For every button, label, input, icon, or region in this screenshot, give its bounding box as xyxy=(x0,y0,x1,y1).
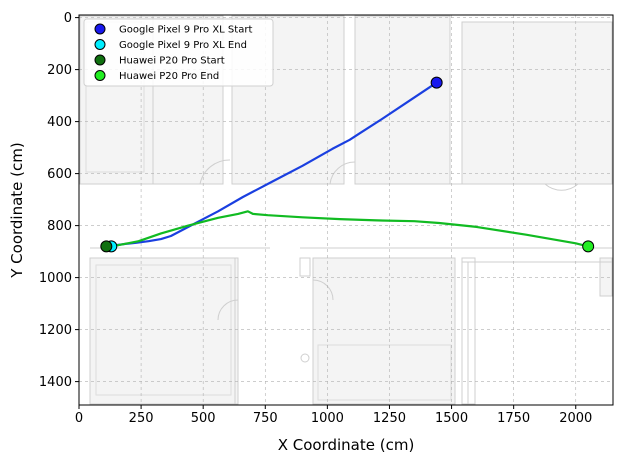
x-tick-label: 1250 xyxy=(373,411,406,426)
x-tick-label: 2000 xyxy=(559,411,592,426)
x-tick-label: 500 xyxy=(191,411,216,426)
marker-0 xyxy=(430,76,443,89)
marker-2 xyxy=(100,240,113,253)
legend-label-0: Google Pixel 9 Pro XL Start xyxy=(119,25,252,36)
x-tick-label: 0 xyxy=(75,411,83,426)
plot-frame xyxy=(78,14,614,406)
series-line-0 xyxy=(110,81,438,248)
y-tick-label: 1000 xyxy=(39,271,72,286)
legend-label-3: Huawei P20 Pro End xyxy=(119,71,219,82)
legend-marker-1 xyxy=(94,39,106,50)
y-tick-label: 1200 xyxy=(39,323,72,338)
series-lines xyxy=(105,81,590,248)
x-axis-title: X Coordinate (cm) xyxy=(278,436,415,454)
legend-label-1: Google Pixel 9 Pro XL End xyxy=(119,40,247,51)
x-tick-label: 250 xyxy=(129,411,154,426)
y-tick-label: 400 xyxy=(47,115,72,130)
legend: Google Pixel 9 Pro XL Start Google Pixel … xyxy=(83,18,274,87)
legend-marker-2 xyxy=(94,54,106,66)
y-tick-label: 200 xyxy=(47,63,72,78)
x-tick-label: 750 xyxy=(253,411,278,426)
legend-label-2: Huawei P20 Pro Start xyxy=(119,56,225,67)
x-tick-label: 1500 xyxy=(435,411,468,426)
x-axis-ticks: 0 250 500 750 1000 1250 1500 1750 2000 xyxy=(75,405,592,426)
grid xyxy=(79,15,613,405)
markers xyxy=(100,76,595,253)
marker-3 xyxy=(582,240,595,253)
y-tick-label: 600 xyxy=(47,167,72,182)
legend-box xyxy=(83,18,274,87)
x-tick-label: 1000 xyxy=(311,411,344,426)
y-tick-label: 1400 xyxy=(39,375,72,390)
y-tick-label: 0 xyxy=(64,11,72,26)
series-line-1 xyxy=(105,210,590,248)
y-tick-label: 800 xyxy=(47,219,72,234)
y-axis-ticks: 0 200 400 600 800 1000 1200 1400 xyxy=(39,11,79,390)
legend-marker-0 xyxy=(94,23,106,35)
y-axis-title: Y Coordinate (cm) xyxy=(8,142,26,279)
x-tick-label: 1750 xyxy=(497,411,530,426)
legend-marker-3 xyxy=(94,70,106,81)
